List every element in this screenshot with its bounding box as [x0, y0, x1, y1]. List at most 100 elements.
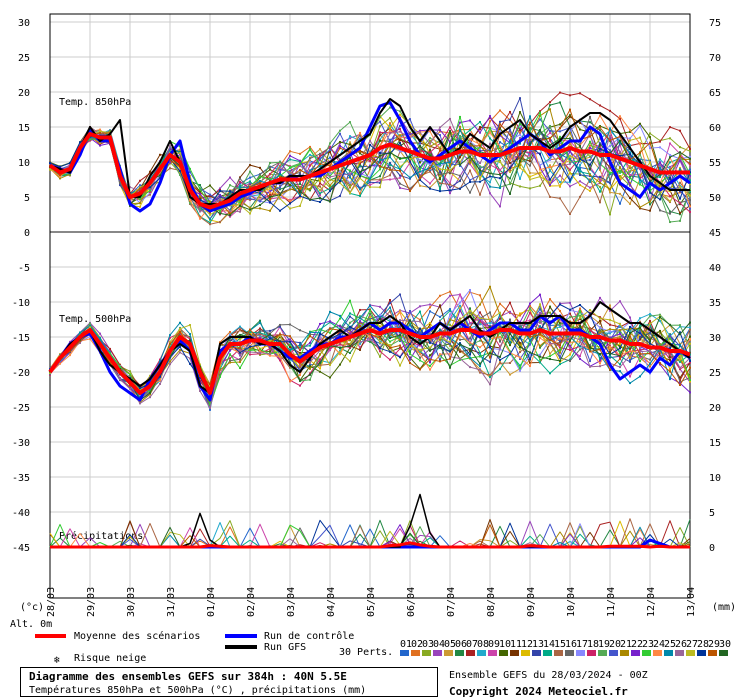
member-500-point — [359, 348, 361, 351]
member-850-point — [589, 98, 591, 101]
member-850-point — [249, 206, 251, 209]
member-850-point — [319, 194, 321, 197]
member-850-point — [459, 163, 461, 166]
member-500-point — [679, 376, 681, 379]
member-850-point — [589, 121, 591, 124]
member-850-point — [579, 180, 581, 183]
member-850-point — [559, 180, 561, 183]
member-850-point — [299, 182, 301, 185]
member-850-point — [449, 126, 451, 129]
member-500-point — [279, 335, 281, 338]
member-500-point — [249, 345, 251, 348]
member-850-point — [589, 140, 591, 143]
member-850-point — [489, 159, 491, 162]
member-500-point — [409, 356, 411, 359]
member-500-point — [629, 332, 631, 335]
member-500-point — [239, 333, 241, 336]
member-850-point — [239, 208, 241, 211]
member-500-point — [469, 366, 471, 369]
member-500-point — [649, 313, 651, 316]
member-850-point — [489, 172, 491, 175]
member-500-point — [439, 354, 441, 357]
member-850-point — [259, 196, 261, 199]
member-500-point — [529, 361, 531, 364]
member-500-point — [629, 335, 631, 338]
member-500-point — [269, 350, 271, 353]
member-850-point — [439, 162, 441, 165]
member-850-point — [219, 198, 221, 201]
member-850-point — [459, 187, 461, 190]
member-500-point — [219, 368, 221, 371]
member-500-point — [179, 327, 181, 330]
x-tick: 06/04 — [406, 587, 417, 617]
member-850-point — [669, 137, 671, 140]
member-850-point — [289, 166, 291, 169]
member-500-point — [649, 352, 651, 355]
member-500-point — [329, 310, 331, 313]
member-850-point — [289, 172, 291, 175]
member-850-point — [349, 149, 351, 152]
member-850-point — [289, 150, 291, 153]
member-850-point — [479, 162, 481, 165]
member-850-point — [409, 161, 411, 164]
member-850-point — [389, 168, 391, 171]
member-850-point — [489, 175, 491, 178]
member-500-point — [459, 358, 461, 361]
member-850-point — [679, 202, 681, 205]
member-850-point — [609, 149, 611, 152]
pert-number: 22 — [631, 639, 643, 650]
member-850-point — [319, 179, 321, 182]
member-500-point — [429, 339, 431, 342]
member-500-point — [249, 349, 251, 352]
member-850-point — [139, 186, 141, 189]
member-850-point — [429, 149, 431, 152]
member-500-point — [239, 329, 241, 332]
member-500-point — [479, 321, 481, 324]
member-850-point — [539, 131, 541, 134]
member-500-point — [519, 312, 521, 315]
member-500-point — [429, 310, 431, 313]
member-850-point — [439, 126, 441, 129]
member-500-point — [569, 353, 571, 356]
member-500-point — [599, 358, 601, 361]
member-500-point — [489, 375, 491, 378]
member-500-point — [649, 338, 651, 341]
member-500-point — [639, 348, 641, 351]
member-850-point — [539, 110, 541, 113]
member-850-point — [469, 140, 471, 143]
member-850-point — [399, 130, 401, 133]
member-500-point — [169, 355, 171, 358]
member-850-point — [559, 137, 561, 140]
member-500-point — [209, 400, 211, 403]
member-500-point — [479, 317, 481, 320]
member-850-point — [139, 197, 141, 200]
member-850-point — [369, 177, 371, 180]
member-500-point — [519, 367, 521, 370]
member-850-point — [259, 192, 261, 195]
member-500-point — [309, 344, 311, 347]
member-850-point — [399, 144, 401, 147]
member-500-point — [539, 293, 541, 296]
member-850-point — [579, 159, 581, 162]
member-850-point — [359, 165, 361, 168]
member-850-point — [299, 163, 301, 166]
member-850-point — [459, 128, 461, 131]
member-850-point — [669, 156, 671, 159]
member-850-point — [149, 170, 151, 173]
member-850-point — [219, 189, 221, 192]
left-tick: 5 — [24, 193, 30, 204]
member-500-point — [419, 318, 421, 321]
member-500-point — [259, 350, 261, 353]
member-850-point — [449, 182, 451, 185]
member-500-point — [519, 357, 521, 360]
member-500-point — [309, 365, 311, 368]
member-500-point — [459, 309, 461, 312]
member-500-point — [219, 374, 221, 377]
member-500-point — [199, 363, 201, 366]
panel-label-precip: Précipitations — [59, 530, 143, 542]
member-500-point — [619, 335, 621, 338]
member-850-point — [339, 140, 341, 143]
member-850-point — [439, 134, 441, 137]
member-500-point — [489, 373, 491, 376]
member-850-point — [519, 127, 521, 130]
